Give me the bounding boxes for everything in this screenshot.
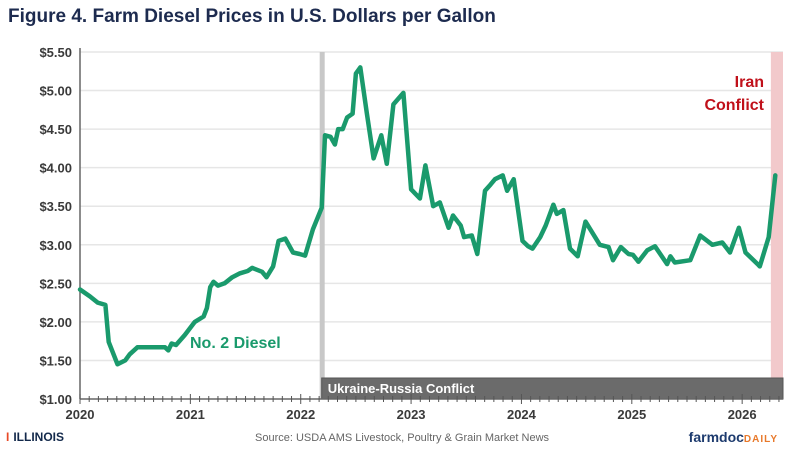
iran-conflict-band xyxy=(770,52,783,399)
y-tick-label: $1.00 xyxy=(39,392,72,407)
illinois-logo: I ILLINOIS xyxy=(6,430,64,444)
ukraine-conflict-marker xyxy=(319,52,325,399)
illinois-logo-text: ILLINOIS xyxy=(13,430,65,444)
x-tick-label: 2021 xyxy=(176,407,205,422)
y-tick-label: $5.50 xyxy=(39,45,72,60)
farmdoc-daily-logo: farmdocDAILY xyxy=(689,429,778,445)
y-tick-label: $4.00 xyxy=(39,161,72,176)
chart-title: Figure 4. Farm Diesel Prices in U.S. Dol… xyxy=(8,6,496,27)
diesel-price-line xyxy=(77,65,778,367)
y-tick-label: $4.50 xyxy=(39,122,72,137)
x-tick-label: 2020 xyxy=(66,407,95,422)
brand-main: farmdoc xyxy=(688,429,744,445)
x-tick-label: 2022 xyxy=(286,407,315,422)
x-tick-label: 2026 xyxy=(728,407,757,422)
ukraine-conflict-label: Ukraine-Russia Conflict xyxy=(328,381,475,396)
y-tick-label: $5.00 xyxy=(39,84,72,99)
y-tick-label: $2.50 xyxy=(39,276,72,291)
y-tick-label: $3.50 xyxy=(39,199,72,214)
iran-conflict-label-line2: Conflict xyxy=(704,97,764,114)
illinois-block-i-icon: I xyxy=(6,430,10,444)
series-label: No. 2 Diesel xyxy=(190,335,281,352)
x-tick-label: 2024 xyxy=(507,407,537,422)
source-note: Source: USDA AMS Livestock, Poultry & Gr… xyxy=(255,432,550,444)
y-tick-label: $3.00 xyxy=(39,238,72,253)
y-tick-label: $2.00 xyxy=(39,315,72,330)
line-chart: $1.00 $1.50 $2.00 $2.50 $3.00 $3.50 $4.00 $4.50… xyxy=(39,45,784,422)
brand-sub: DAILY xyxy=(743,434,778,445)
x-tick-label: 2025 xyxy=(617,407,646,422)
iran-conflict-label-line1: Iran xyxy=(735,74,764,91)
x-tick-label: 2023 xyxy=(397,407,426,422)
y-tick-label: $1.50 xyxy=(39,353,72,368)
